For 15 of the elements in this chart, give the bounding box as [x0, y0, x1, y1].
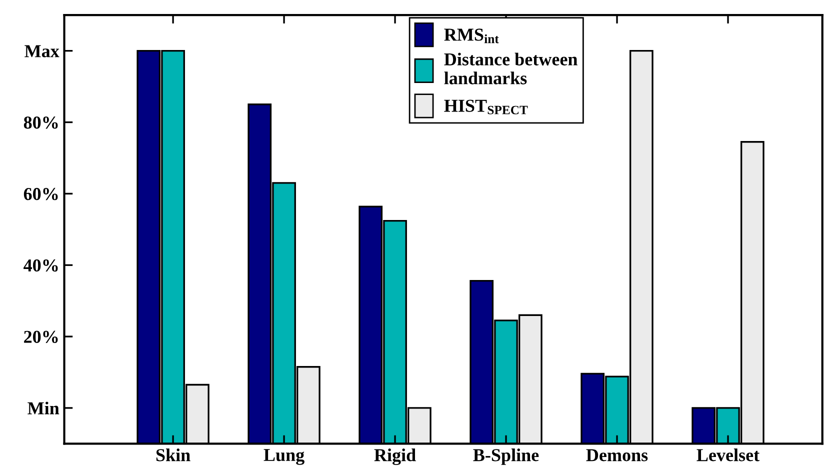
legend-label: HIST$_{SPECT}$ [444, 100, 528, 114]
legend-label: Distance between landmarks [444, 52, 578, 84]
x-tick-label: Rigid [374, 448, 416, 466]
x-tick-label: Demons [586, 449, 648, 462]
y-tick-label: 20% [24, 330, 58, 344]
y-tick-label: 80% [24, 116, 58, 129]
y-tick-label: 40% [24, 259, 58, 272]
x-tick-label: Levelset [696, 448, 760, 462]
y-tick-label: Min [28, 402, 60, 414]
y-tick-label: 60% [24, 188, 58, 200]
x-tick-label: Lung [264, 449, 304, 465]
y-tick-label: Max [24, 45, 60, 58]
x-tick-label: B-Spline [473, 448, 539, 465]
x-tick-label: Skin [156, 448, 190, 462]
legend-label: RMS$_{int}$ [444, 28, 499, 44]
